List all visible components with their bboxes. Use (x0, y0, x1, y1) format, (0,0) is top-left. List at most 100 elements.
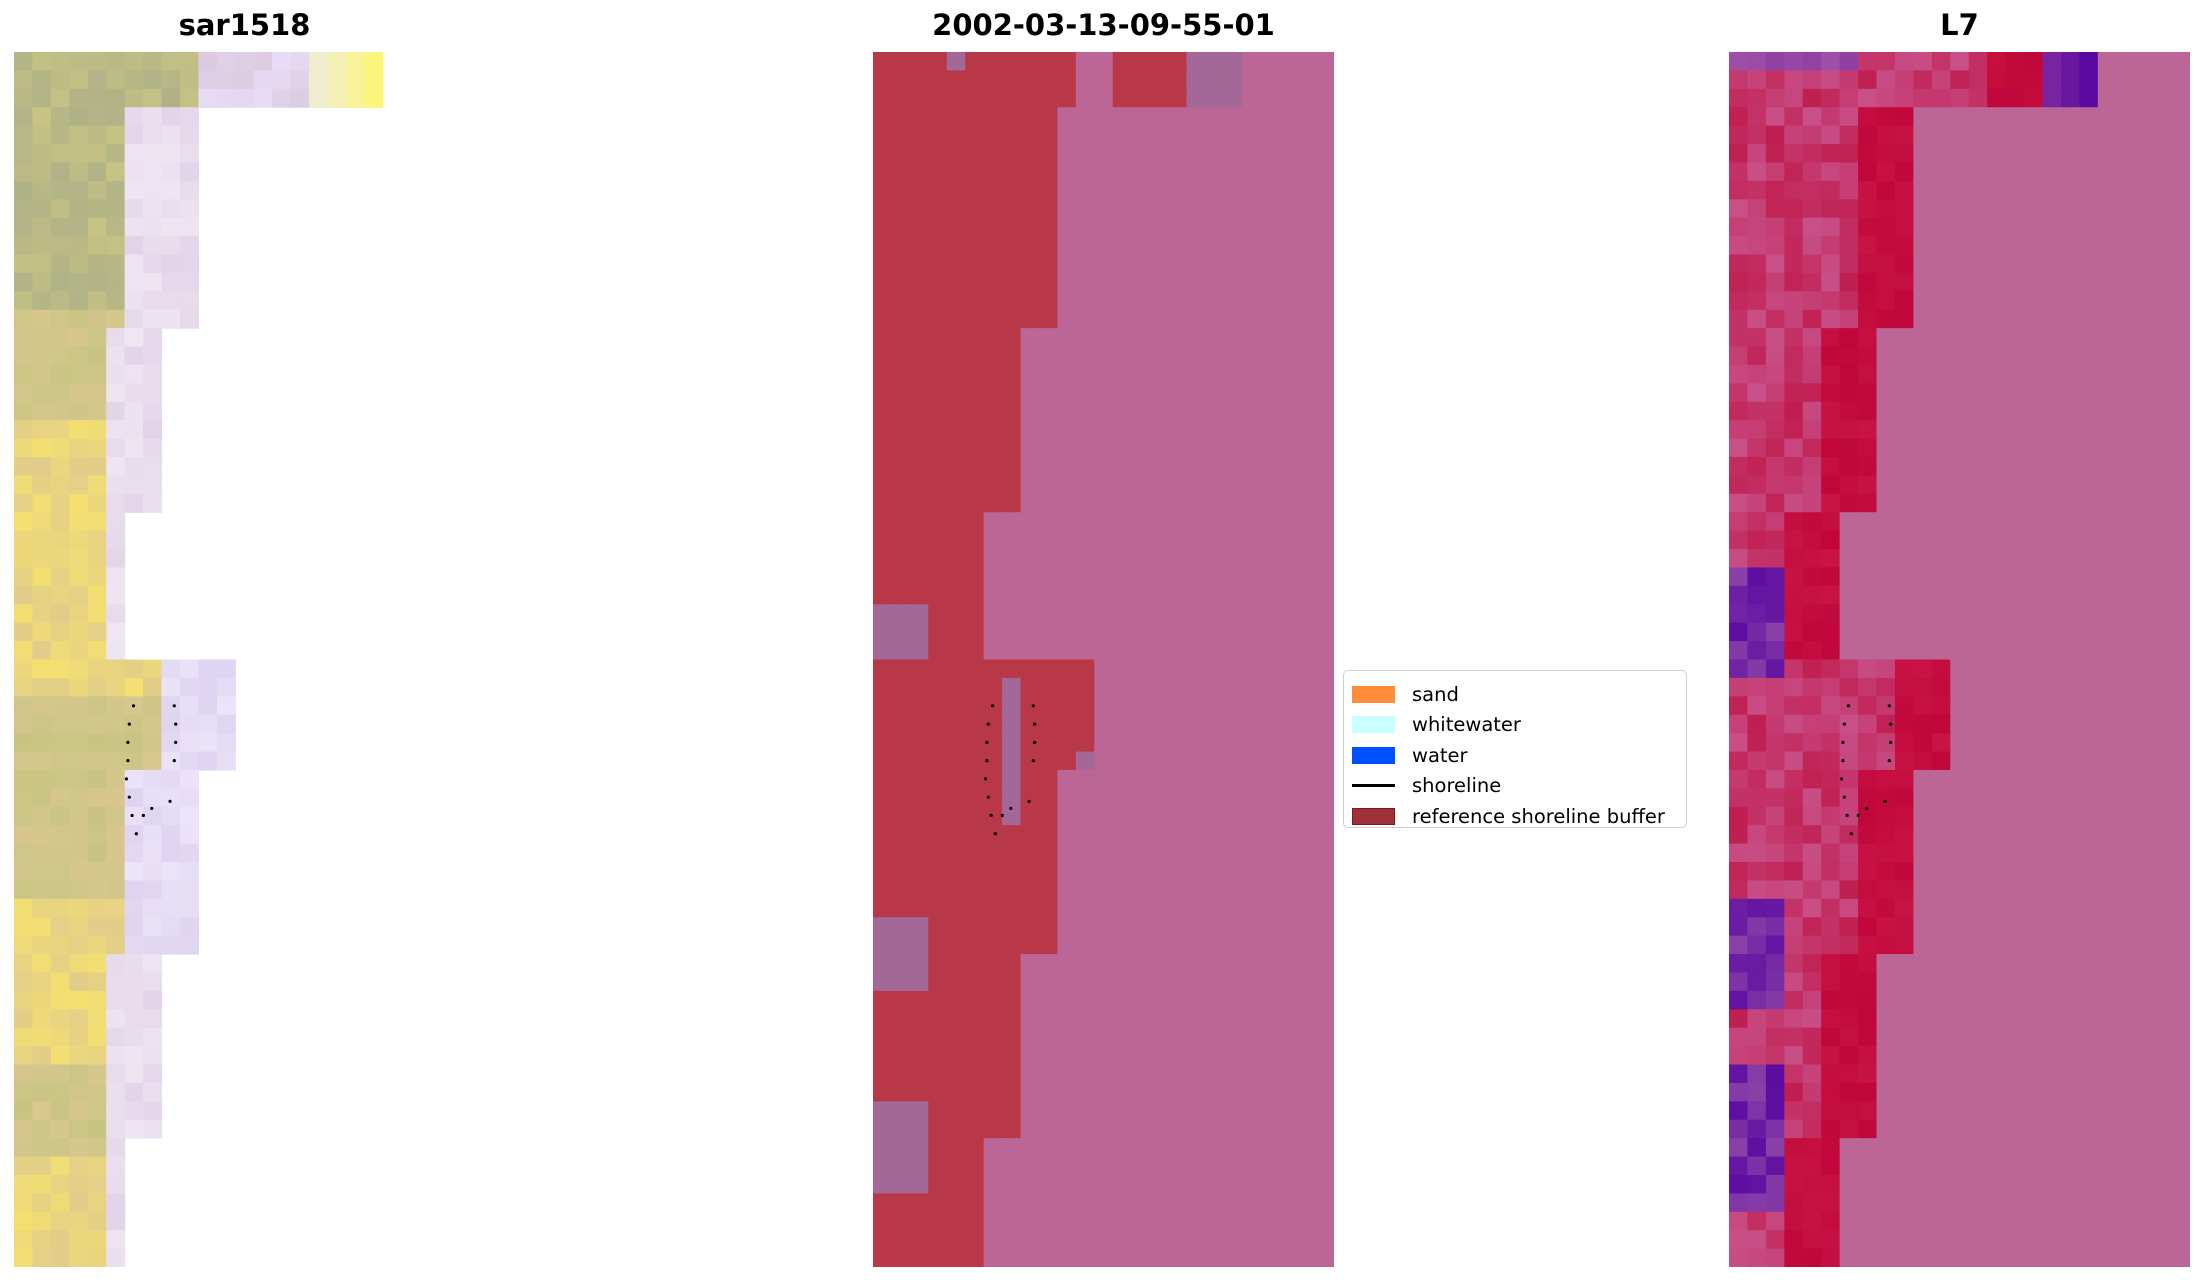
index-pixel (1784, 825, 1804, 845)
class-pixel (983, 1248, 1003, 1267)
index-pixel (1839, 1174, 1859, 1194)
class-pixel (1020, 733, 1040, 753)
class-pixel (1038, 1174, 1058, 1194)
image-pixel (216, 733, 236, 753)
class-pixel (1094, 1082, 1114, 1102)
index-pixel (1931, 88, 1951, 108)
index-pixel (1802, 769, 1822, 789)
class-pixel (1186, 825, 1206, 845)
class-pixel (983, 52, 1003, 72)
class-pixel (928, 1101, 948, 1121)
index-pixel (1894, 364, 1914, 384)
index-pixel (1894, 217, 1914, 237)
class-pixel (1002, 1138, 1022, 1158)
class-pixel (909, 696, 929, 716)
index-pixel (2042, 457, 2062, 477)
class-pixel (1075, 1230, 1095, 1250)
index-pixel (2005, 769, 2025, 789)
class-pixel (891, 199, 911, 219)
index-pixel (1987, 677, 2007, 697)
index-pixel (1821, 420, 1841, 440)
index-pixel (2060, 512, 2080, 532)
index-pixel (1876, 52, 1896, 72)
class-pixel (1204, 1138, 1224, 1158)
class-pixel (1278, 935, 1298, 955)
image-pixel (143, 236, 163, 256)
image-pixel (106, 254, 126, 274)
index-pixel (2024, 880, 2044, 900)
index-pixel (2153, 751, 2173, 771)
class-pixel (946, 733, 966, 753)
class-pixel (1168, 1009, 1188, 1029)
class-pixel (873, 935, 893, 955)
class-pixel (1186, 1119, 1206, 1139)
index-pixel (1821, 475, 1841, 495)
class-pixel (1315, 1027, 1334, 1047)
class-pixel (1002, 1230, 1022, 1250)
index-pixel (1802, 825, 1822, 845)
index-pixel (1913, 935, 1933, 955)
class-pixel (1020, 604, 1040, 624)
class-pixel (1020, 659, 1040, 679)
class-pixel (1002, 696, 1022, 716)
class-pixel (873, 199, 893, 219)
class-pixel (1223, 107, 1243, 127)
class-pixel (1131, 475, 1151, 495)
index-pixel (2024, 1138, 2044, 1158)
class-pixel (1094, 254, 1114, 274)
class-pixel (1075, 954, 1095, 974)
image-pixel (32, 309, 52, 329)
image-pixel (345, 52, 365, 72)
index-pixel (1894, 420, 1914, 440)
index-pixel (1839, 1064, 1859, 1084)
index-pixel (1950, 806, 1970, 826)
class-pixel (1260, 162, 1280, 182)
index-pixel (1821, 328, 1841, 348)
index-pixel (1765, 364, 1785, 384)
class-pixel (1260, 806, 1280, 826)
class-pixel (1260, 659, 1280, 679)
image-pixel (69, 806, 89, 826)
class-pixel (1094, 769, 1114, 789)
class-pixel (1020, 898, 1040, 918)
class-pixel (946, 622, 966, 642)
class-pixel (1260, 107, 1280, 127)
index-pixel (1858, 862, 1878, 882)
index-pixel (2171, 788, 2190, 808)
index-pixel (1784, 696, 1804, 716)
class-pixel (1020, 144, 1040, 164)
index-pixel (1765, 1064, 1785, 1084)
index-pixel (2171, 1101, 2190, 1121)
index-pixel (1950, 493, 1970, 513)
image-pixel (179, 935, 199, 955)
class-pixel (891, 291, 911, 311)
class-pixel (1075, 254, 1095, 274)
index-pixel (1784, 567, 1804, 587)
index-pixel (1876, 438, 1896, 458)
index-pixel (2024, 309, 2044, 329)
class-pixel (1186, 769, 1206, 789)
class-pixel (1094, 291, 1114, 311)
class-pixel (1168, 1101, 1188, 1121)
index-pixel (1931, 383, 1951, 403)
class-pixel (1241, 254, 1261, 274)
index-pixel (1765, 512, 1785, 532)
image-pixel (14, 954, 34, 974)
index-pixel (1729, 457, 1749, 477)
class-pixel (1204, 272, 1224, 292)
class-pixel (1186, 180, 1206, 200)
index-pixel (2171, 843, 2190, 863)
index-pixel (2116, 880, 2136, 900)
class-pixel (928, 880, 948, 900)
class-pixel (1223, 1046, 1243, 1066)
classified-image-panel (873, 52, 1334, 1267)
class-pixel (1094, 1064, 1114, 1084)
class-pixel (873, 954, 893, 974)
index-pixel (1931, 733, 1951, 753)
image-pixel (143, 788, 163, 808)
index-pixel (1821, 898, 1841, 918)
class-pixel (983, 438, 1003, 458)
class-pixel (1260, 1082, 1280, 1102)
image-pixel (14, 512, 34, 532)
class-pixel (1075, 236, 1095, 256)
